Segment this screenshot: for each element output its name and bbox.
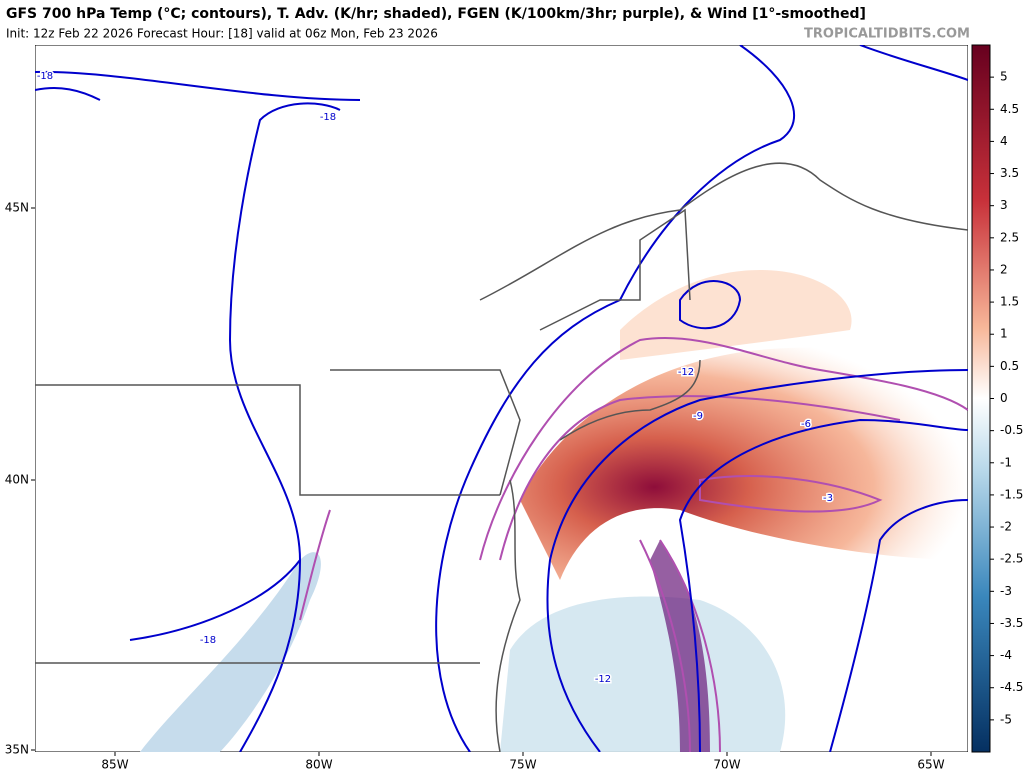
cold-advection (500, 596, 786, 752)
contour-label: -9 (693, 411, 703, 422)
colorbar-label: 4.5 (1000, 102, 1019, 116)
contour-label: -18 (200, 635, 216, 646)
colorbar-label: -1.5 (1000, 487, 1023, 501)
colorbar-label: -3 (1000, 584, 1012, 598)
colorbar-label: 5 (1000, 70, 1008, 84)
contour-label: -3 (823, 493, 833, 504)
credit: TROPICALTIDBITS.COM (804, 27, 970, 42)
boundaries (35, 162, 968, 752)
lon-label: 70W (713, 758, 740, 772)
colorbar-label: -3.5 (1000, 616, 1023, 630)
contour-label: -18 (37, 71, 53, 82)
contour-label: -12 (678, 367, 694, 378)
colorbar-label: -2.5 (1000, 552, 1023, 566)
colorbar-label: -2 (1000, 520, 1012, 534)
colorbar-label: 2.5 (1000, 230, 1019, 244)
colorbar-label: -1 (1000, 455, 1012, 469)
fgen-max (650, 540, 710, 752)
colorbar-label: 1 (1000, 327, 1008, 341)
colorbar-label: 3.5 (1000, 166, 1019, 180)
lat-label: 40N (5, 473, 29, 487)
lat-label: 45N (5, 201, 29, 215)
colorbar-label: 2 (1000, 262, 1008, 276)
title: GFS 700 hPa Temp (°C; contours), T. Adv.… (6, 6, 866, 22)
contour-label: -12 (595, 674, 611, 685)
fgen-contours (299, 336, 968, 752)
map (35, 45, 968, 752)
colorbar-label: 4 (1000, 134, 1008, 148)
lat-label: 35N (5, 743, 29, 757)
colorbar-label: 0 (1000, 391, 1008, 405)
subtitle: Init: 12z Feb 22 2026 Forecast Hour: [18… (6, 27, 438, 41)
lon-label: 80W (305, 758, 332, 772)
temp-contours (35, 45, 968, 752)
colorbar-label: -5 (1000, 712, 1012, 726)
colorbar-label: -4 (1000, 648, 1012, 662)
colorbar-label: 0.5 (1000, 359, 1019, 373)
colorbar-label: -4.5 (1000, 680, 1023, 694)
contour-label: -18 (320, 112, 336, 123)
lon-label: 75W (509, 758, 536, 772)
contour-label: -6 (801, 419, 811, 430)
lon-label: 85W (101, 758, 128, 772)
colorbar-label: 3 (1000, 198, 1008, 212)
lon-label: 65W (917, 758, 944, 772)
colorbar-label: 1.5 (1000, 295, 1019, 309)
colorbar-label: -0.5 (1000, 423, 1023, 437)
cold-advection (140, 552, 321, 752)
warm-advection (520, 347, 968, 580)
colorbar (971, 44, 991, 753)
